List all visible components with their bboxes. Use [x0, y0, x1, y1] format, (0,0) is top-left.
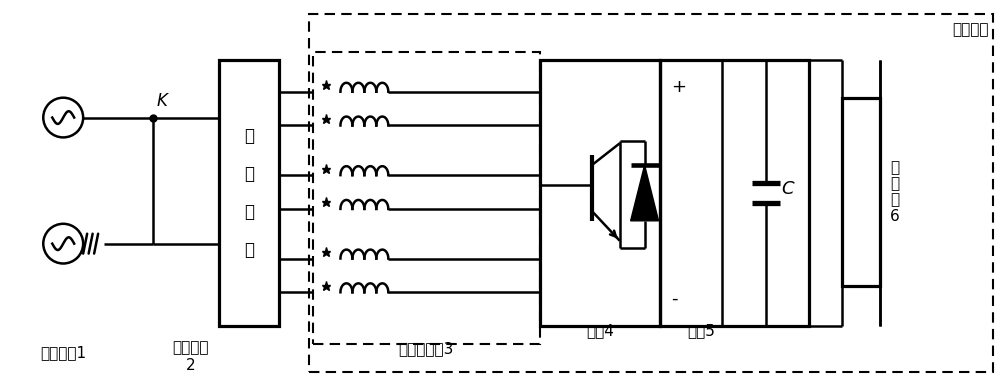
Text: K: K: [157, 92, 168, 110]
Text: C: C: [782, 180, 794, 198]
Bar: [219, 60, 279, 326]
Bar: [309, 14, 993, 372]
Text: 重: 重: [244, 203, 254, 221]
Text: 构: 构: [244, 241, 254, 259]
Bar: [660, 60, 809, 326]
Text: 组: 组: [244, 165, 254, 183]
Text: 绕: 绕: [244, 128, 254, 145]
Text: +: +: [672, 78, 687, 96]
Text: 模式开关
2: 模式开关 2: [173, 340, 209, 373]
Text: 双三相电机3: 双三相电机3: [399, 341, 454, 356]
Bar: [842, 98, 880, 286]
Text: 变流4: 变流4: [586, 323, 614, 338]
Text: 驱动系统: 驱动系统: [952, 22, 989, 37]
Text: 蓄
电
池
6: 蓄 电 池 6: [890, 160, 900, 224]
Text: 交流电源1: 交流电源1: [40, 345, 86, 360]
Text: 电圩5: 电圩5: [687, 323, 715, 338]
Bar: [540, 60, 660, 326]
Polygon shape: [631, 165, 659, 221]
Text: -: -: [672, 290, 678, 308]
